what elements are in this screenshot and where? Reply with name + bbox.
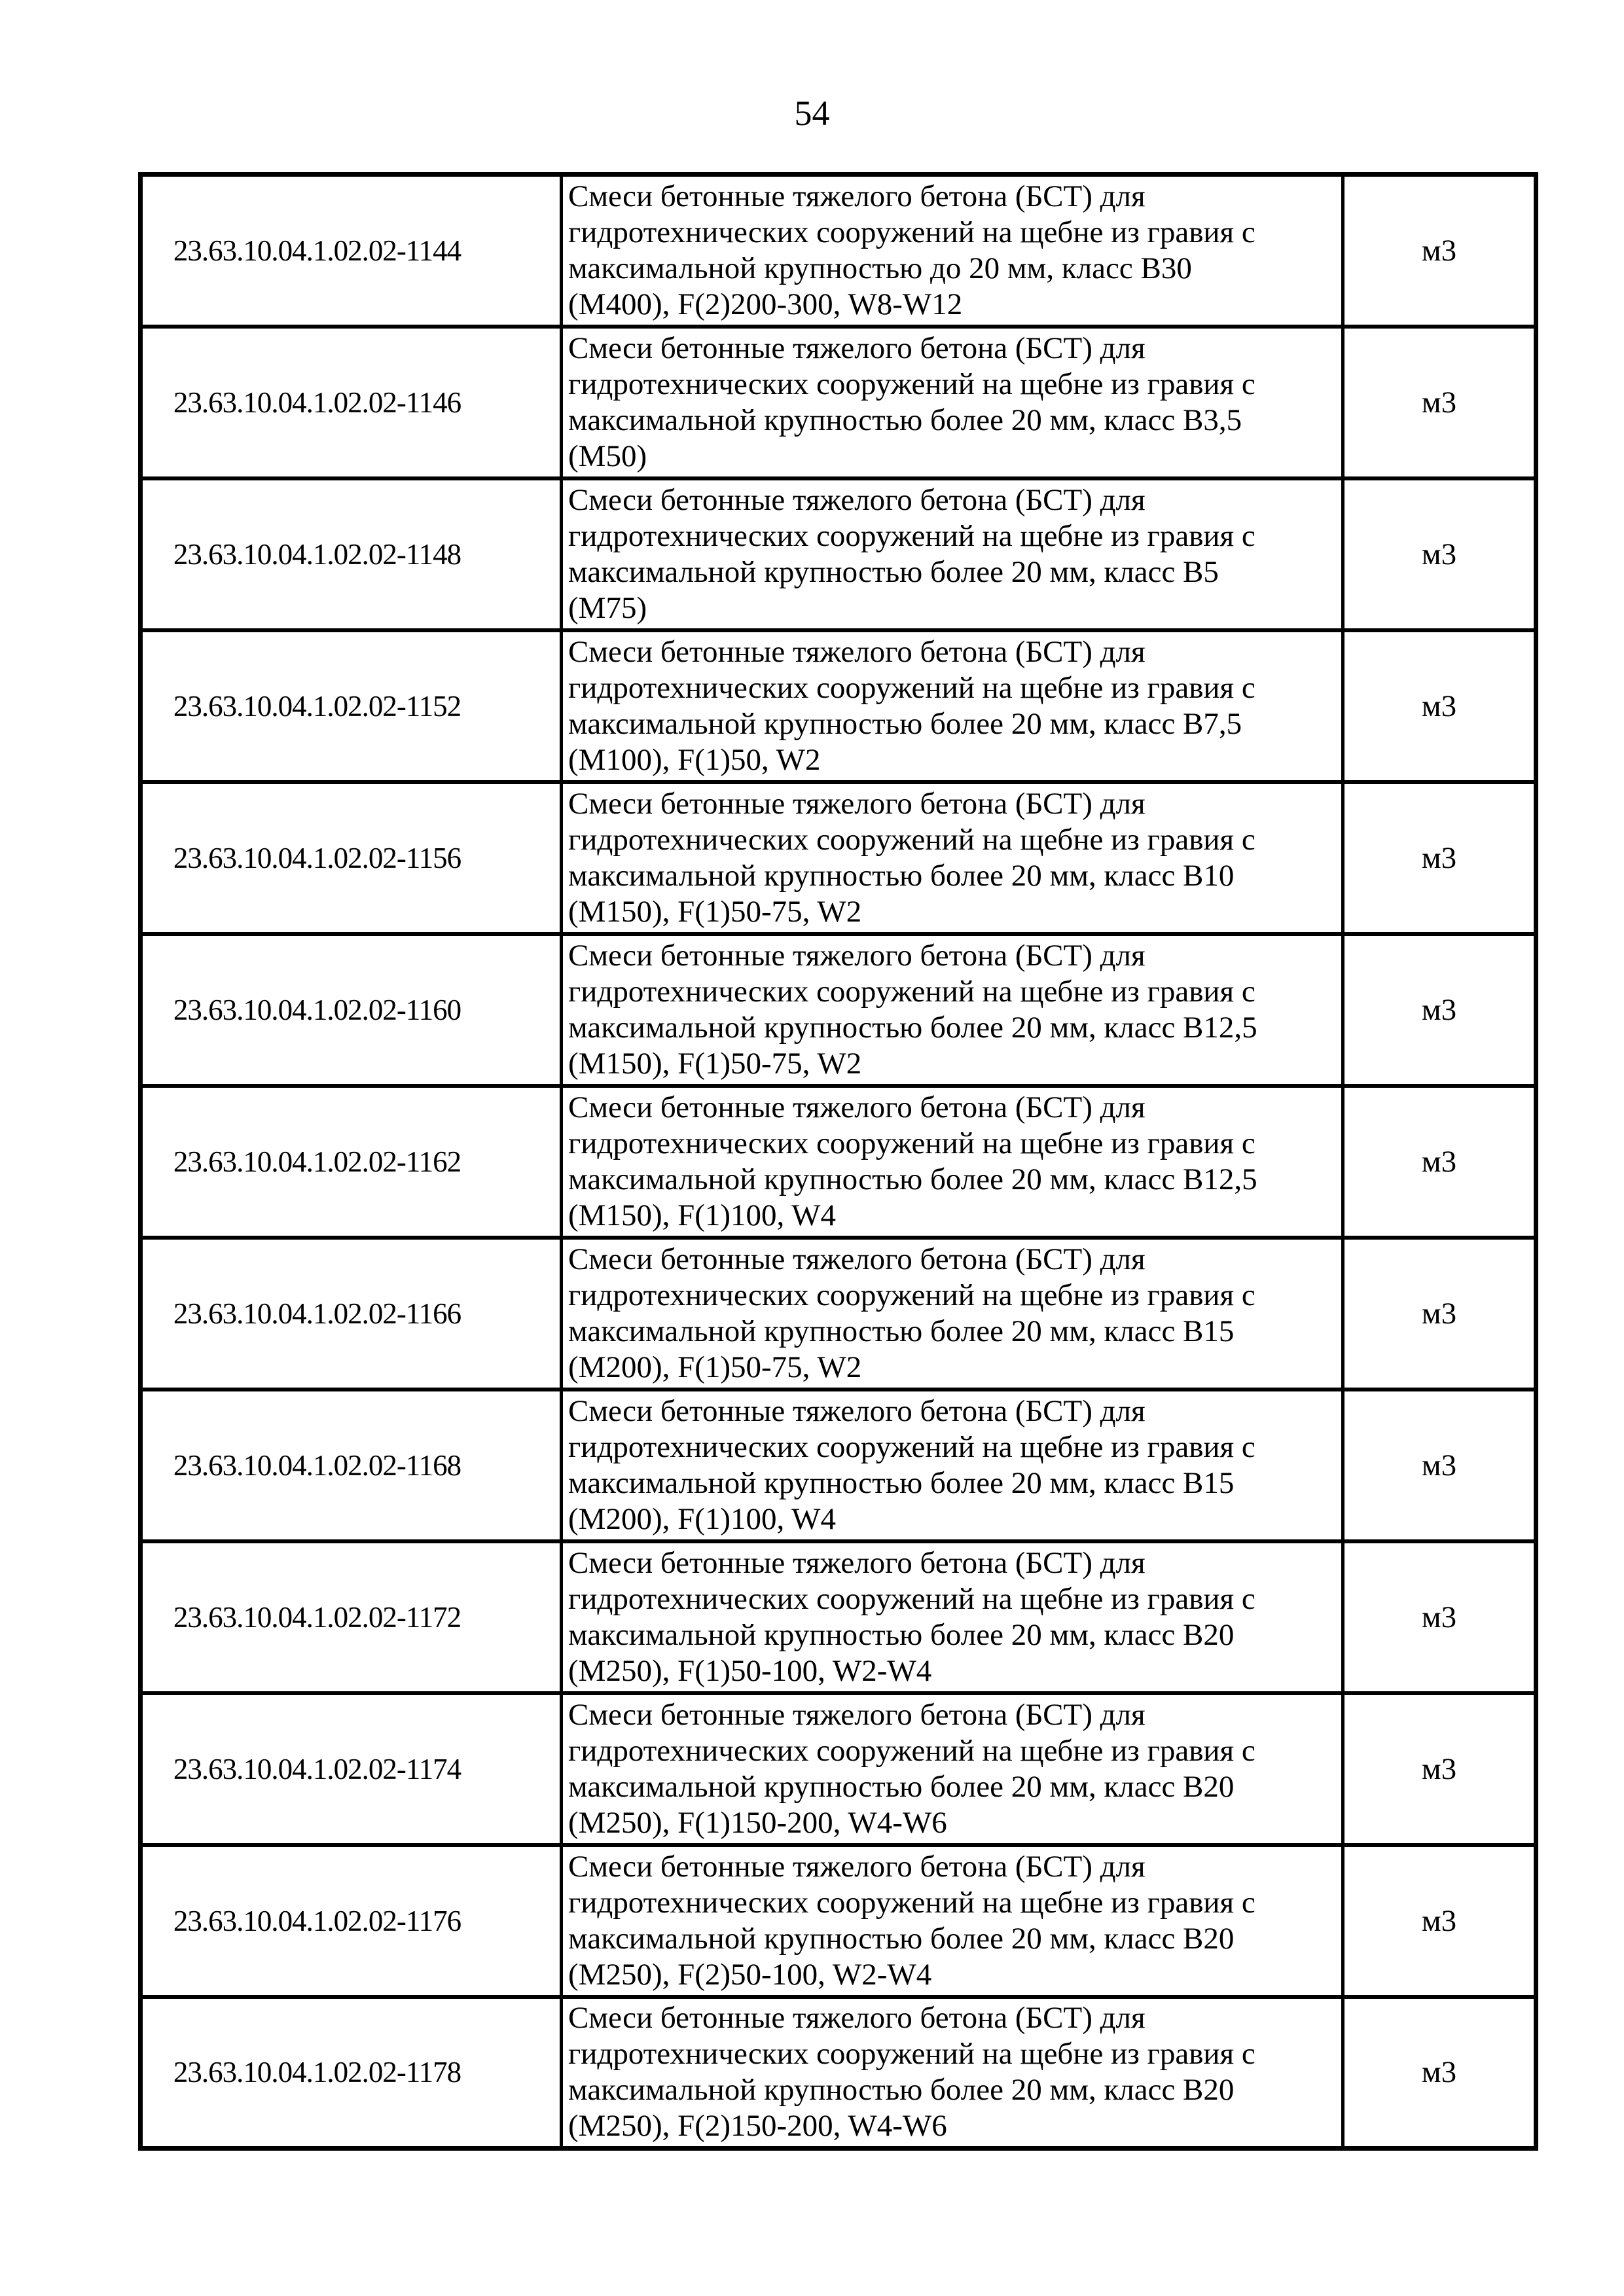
description-cell: Смеси бетонные тяжелого бетона (БСТ) для…	[560, 1691, 1344, 1847]
description-cell: Смеси бетонные тяжелого бетона (БСТ) для…	[560, 172, 1344, 329]
code-cell: 23.63.10.04.1.02.02-1168	[139, 1387, 563, 1543]
code-cell: 23.63.10.04.1.02.02-1172	[139, 1539, 563, 1695]
unit-cell: м3	[1341, 1539, 1538, 1695]
unit-cell: м3	[1341, 780, 1538, 936]
code-cell: 23.63.10.04.1.02.02-1162	[139, 1083, 563, 1240]
code-cell: 23.63.10.04.1.02.02-1156	[139, 780, 563, 936]
code-cell: 23.63.10.04.1.02.02-1160	[139, 931, 563, 1088]
table-row: 23.63.10.04.1.02.02-1148 Смеси бетонные т…	[139, 476, 1538, 632]
table-row: 23.63.10.04.1.02.02-1178 Смеси бетонные т…	[139, 1994, 1538, 2151]
table-row: 23.63.10.04.1.02.02-1172 Смеси бетонные т…	[139, 1539, 1538, 1695]
code-cell: 23.63.10.04.1.02.02-1176	[139, 1842, 563, 1999]
table-row: 23.63.10.04.1.02.02-1144 Смеси бетонные т…	[139, 172, 1538, 329]
description-cell: Смеси бетонные тяжелого бетона (БСТ) для…	[560, 476, 1344, 632]
table-row: 23.63.10.04.1.02.02-1174 Смеси бетонные т…	[139, 1691, 1538, 1847]
unit-cell: м3	[1341, 931, 1538, 1088]
unit-cell: м3	[1341, 1994, 1538, 2151]
unit-cell: м3	[1341, 1387, 1538, 1543]
description-cell: Смеси бетонные тяжелого бетона (БСТ) для…	[560, 780, 1344, 936]
code-cell: 23.63.10.04.1.02.02-1152	[139, 628, 563, 784]
page-number: 54	[794, 94, 830, 133]
description-cell: Смеси бетонные тяжелого бетона (БСТ) для…	[560, 1842, 1344, 1999]
table-row: 23.63.10.04.1.02.02-1156 Смеси бетонные т…	[139, 780, 1538, 936]
description-cell: Смеси бетонные тяжелого бетона (БСТ) для…	[560, 1387, 1344, 1543]
unit-cell: м3	[1341, 628, 1538, 784]
description-cell: Смеси бетонные тяжелого бетона (БСТ) для…	[560, 1083, 1344, 1240]
table-body: 23.63.10.04.1.02.02-1144 Смеси бетонные т…	[139, 172, 1538, 2151]
table-row: 23.63.10.04.1.02.02-1146 Смеси бетонные т…	[139, 324, 1538, 480]
code-cell: 23.63.10.04.1.02.02-1148	[139, 476, 563, 632]
unit-cell: м3	[1341, 172, 1538, 329]
code-cell: 23.63.10.04.1.02.02-1166	[139, 1235, 563, 1391]
unit-cell: м3	[1341, 1235, 1538, 1391]
code-cell: 23.63.10.04.1.02.02-1174	[139, 1691, 563, 1847]
resource-catalog-table: 23.63.10.04.1.02.02-1144 Смеси бетонные т…	[138, 172, 1538, 2151]
unit-cell: м3	[1341, 1691, 1538, 1847]
unit-cell: м3	[1341, 1842, 1538, 1999]
code-cell: 23.63.10.04.1.02.02-1144	[139, 172, 563, 329]
code-cell: 23.63.10.04.1.02.02-1146	[139, 324, 563, 480]
description-cell: Смеси бетонные тяжелого бетона (БСТ) для…	[560, 931, 1344, 1088]
description-cell: Смеси бетонные тяжелого бетона (БСТ) для…	[560, 1539, 1344, 1695]
unit-cell: м3	[1341, 476, 1538, 632]
unit-cell: м3	[1341, 324, 1538, 480]
table-row: 23.63.10.04.1.02.02-1152 Смеси бетонные т…	[139, 628, 1538, 784]
table-row: 23.63.10.04.1.02.02-1162 Смеси бетонные т…	[139, 1083, 1538, 1240]
table-row: 23.63.10.04.1.02.02-1166 Смеси бетонные т…	[139, 1235, 1538, 1391]
description-cell: Смеси бетонные тяжелого бетона (БСТ) для…	[560, 324, 1344, 480]
table-row: 23.63.10.04.1.02.02-1160 Смеси бетонные т…	[139, 931, 1538, 1088]
table-row: 23.63.10.04.1.02.02-1168 Смеси бетонные т…	[139, 1387, 1538, 1543]
unit-cell: м3	[1341, 1083, 1538, 1240]
description-cell: Смеси бетонные тяжелого бетона (БСТ) для…	[560, 1994, 1344, 2151]
table-row: 23.63.10.04.1.02.02-1176 Смеси бетонные т…	[139, 1842, 1538, 1999]
description-cell: Смеси бетонные тяжелого бетона (БСТ) для…	[560, 1235, 1344, 1391]
description-cell: Смеси бетонные тяжелого бетона (БСТ) для…	[560, 628, 1344, 784]
code-cell: 23.63.10.04.1.02.02-1178	[139, 1994, 563, 2151]
